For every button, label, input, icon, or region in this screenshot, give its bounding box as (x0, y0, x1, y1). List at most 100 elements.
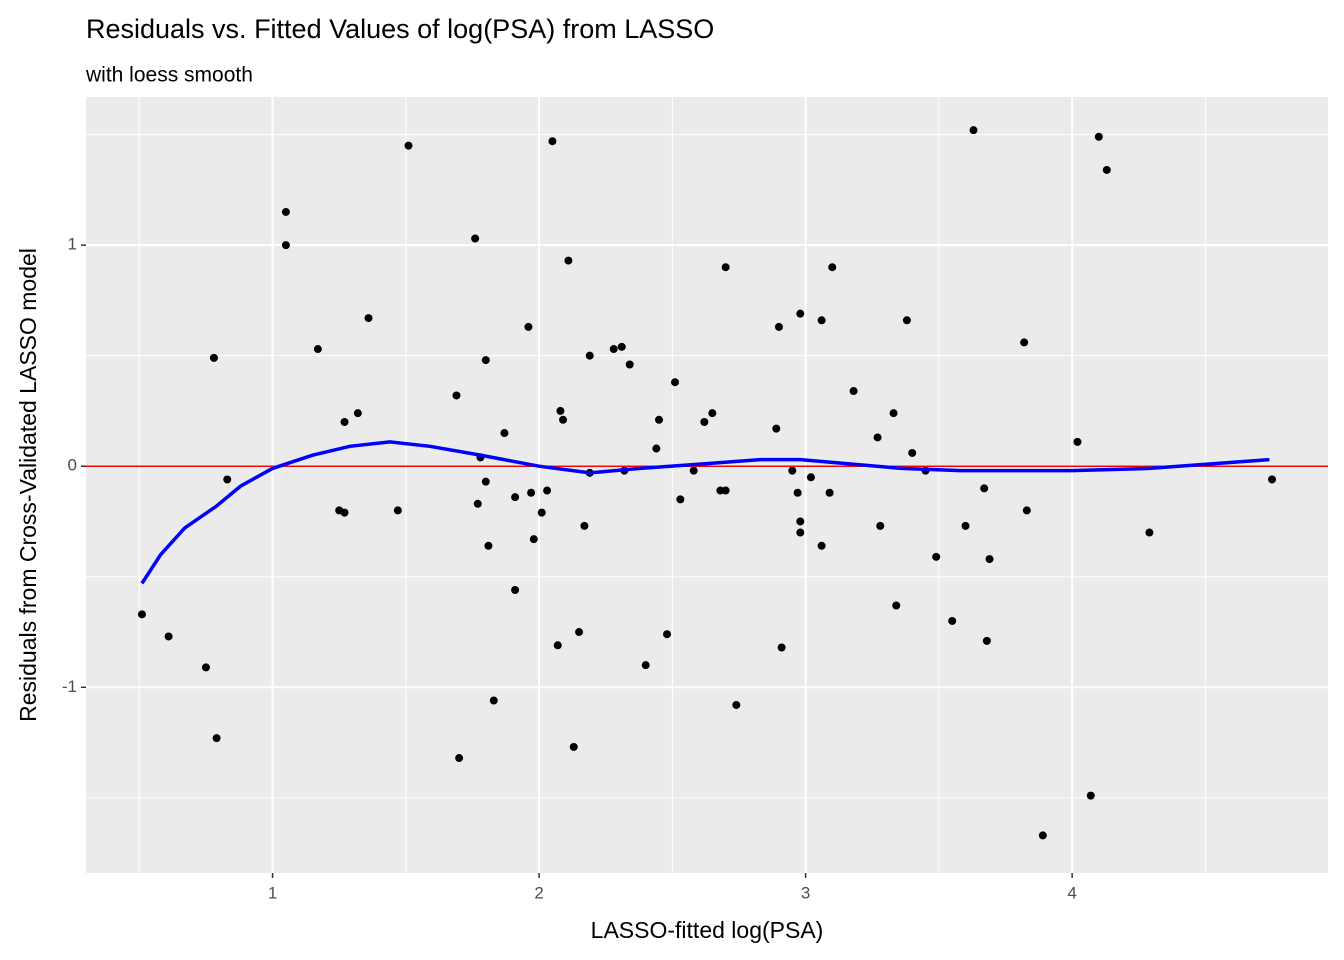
x-axis-title: LASSO-fitted log(PSA) (591, 917, 824, 943)
loess-line (140, 440, 1270, 585)
point (732, 700, 741, 709)
point (452, 391, 461, 400)
point (564, 256, 573, 265)
point (985, 555, 994, 564)
point (340, 508, 349, 517)
point (932, 552, 941, 561)
x-tick-label: 2 (534, 883, 543, 902)
panel (86, 97, 1328, 873)
point (201, 663, 210, 672)
point (489, 696, 498, 705)
point (902, 316, 911, 325)
point (209, 353, 218, 362)
point (481, 356, 490, 365)
point (1094, 132, 1103, 141)
point (340, 417, 349, 426)
point (676, 495, 685, 504)
y-axis-title: Residuals from Cross-Validated LASSO mod… (15, 248, 41, 722)
point (364, 314, 373, 323)
point (580, 521, 589, 530)
point (625, 360, 634, 369)
point (548, 137, 557, 146)
x-tick-label: 4 (1067, 883, 1076, 902)
point (1145, 528, 1154, 537)
x-tick-label: 3 (801, 883, 810, 902)
point (1073, 437, 1082, 446)
point (281, 207, 290, 216)
point (876, 521, 885, 530)
point (313, 345, 322, 354)
point (721, 486, 730, 495)
point (137, 610, 146, 619)
point (961, 521, 970, 530)
point (796, 517, 805, 526)
point (609, 345, 618, 354)
point (1268, 475, 1277, 484)
point (828, 263, 837, 272)
point (1102, 165, 1111, 174)
point (553, 641, 562, 650)
point (849, 387, 858, 396)
point (777, 643, 786, 652)
y-tick-label: 0 (68, 456, 77, 475)
point (708, 409, 717, 418)
point (892, 601, 901, 610)
point (982, 636, 991, 645)
point (471, 234, 480, 243)
point (969, 126, 978, 135)
point (1086, 791, 1095, 800)
point (663, 630, 672, 639)
point (473, 499, 482, 508)
point (500, 429, 509, 438)
point (980, 484, 989, 493)
point (529, 535, 538, 544)
point (793, 488, 802, 497)
point (908, 448, 917, 457)
point (889, 409, 898, 418)
point (817, 541, 826, 550)
point (484, 541, 493, 550)
y-tick-label: -1 (62, 677, 77, 696)
point (689, 466, 698, 475)
point (511, 586, 520, 595)
point (1038, 831, 1047, 840)
point (700, 417, 709, 426)
point (543, 486, 552, 495)
point (641, 661, 650, 670)
point (806, 473, 815, 482)
point (404, 141, 413, 150)
point (481, 477, 490, 486)
point (511, 493, 520, 502)
point (569, 742, 578, 751)
point (825, 488, 834, 497)
point (164, 632, 173, 641)
point (617, 342, 626, 351)
point (559, 415, 568, 424)
point (556, 406, 565, 415)
point (281, 241, 290, 250)
point (772, 424, 781, 433)
y-tick-label: 1 (68, 235, 77, 254)
point (1020, 338, 1029, 347)
point (671, 378, 680, 387)
x-tick-label: 1 (268, 883, 277, 902)
point (788, 466, 797, 475)
point (817, 316, 826, 325)
point (1022, 506, 1031, 515)
point (524, 322, 533, 331)
point (537, 508, 546, 517)
point (212, 734, 221, 743)
point (527, 488, 536, 497)
chart-title: Residuals vs. Fitted Values of log(PSA) … (86, 14, 714, 44)
chart-subtitle: with loess smooth (85, 64, 253, 87)
point (393, 506, 402, 515)
point (873, 433, 882, 442)
point (223, 475, 232, 484)
point (455, 754, 464, 763)
point (655, 415, 664, 424)
point (948, 616, 957, 625)
point (774, 322, 783, 331)
point (796, 528, 805, 537)
point (652, 444, 661, 453)
